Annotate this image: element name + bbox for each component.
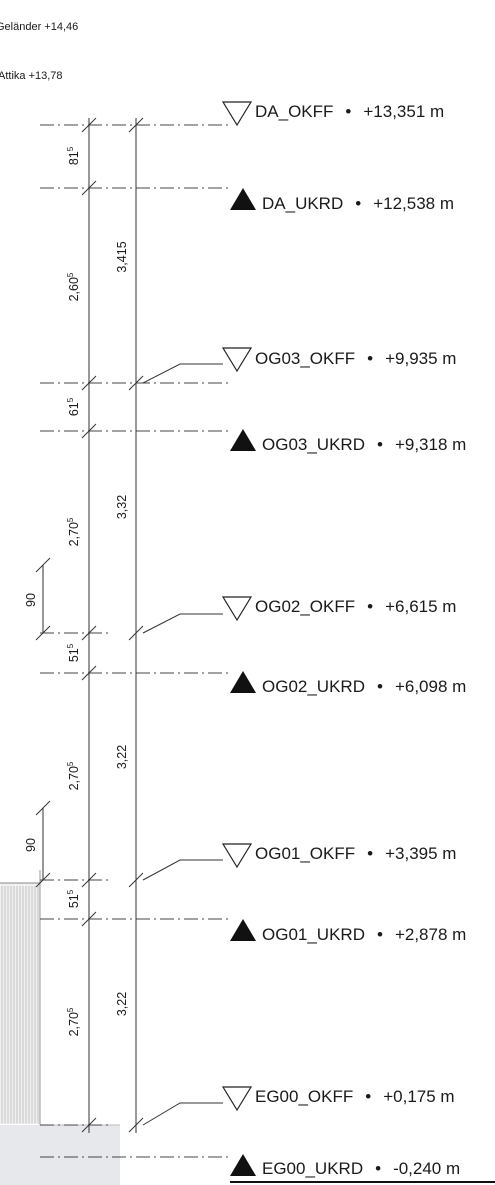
outer-dimension-chain: 3,415 3,32 3,22 3,22 bbox=[115, 117, 144, 1133]
filled-triangle-icon bbox=[230, 429, 256, 451]
dim-inner-8: 2,705 bbox=[66, 1007, 81, 1036]
dim-inner-6: 2,705 bbox=[66, 761, 81, 790]
level-label-og03-okff: OG03_OKFF • +9,935 m bbox=[255, 349, 456, 368]
side-dimensions: 90 90 bbox=[24, 557, 51, 888]
dim-outer-4: 3,22 bbox=[115, 992, 129, 1016]
inner-dimension-chain: 815 2,605 615 2,705 515 2,705 515 2,705 bbox=[66, 117, 97, 1133]
filled-triangle-icon bbox=[230, 919, 256, 941]
dim-outer-1: 3,415 bbox=[115, 241, 129, 272]
level-label-og02-ukrd: OG02_UKRD • +6,098 m bbox=[262, 677, 466, 696]
level-label-og01-okff: OG01_OKFF • +3,395 m bbox=[255, 844, 456, 863]
level-markers bbox=[221, 101, 256, 1176]
open-triangle-icon bbox=[221, 347, 253, 373]
leader-lines bbox=[142, 363, 223, 1126]
level-label-og02-okff: OG02_OKFF • +6,615 m bbox=[255, 597, 456, 616]
level-label-da-okff: DA_OKFF • +13,351 m bbox=[255, 102, 444, 121]
dim-inner-2: 2,605 bbox=[66, 272, 81, 301]
dim-side-1: 90 bbox=[24, 593, 38, 607]
dim-outer-3: 3,22 bbox=[115, 745, 129, 769]
dim-inner-4: 2,705 bbox=[66, 517, 81, 546]
level-label-og03-ukrd: OG03_UKRD • +9,318 m bbox=[262, 435, 466, 454]
attika-label: Attika +13,78 bbox=[0, 70, 63, 82]
level-label-da-ukrd: DA_UKRD • +12,538 m bbox=[262, 194, 454, 213]
level-label-og01-ukrd: OG01_UKRD • +2,878 m bbox=[262, 925, 466, 944]
dim-inner-7: 515 bbox=[66, 889, 81, 908]
dim-inner-5: 515 bbox=[66, 643, 81, 662]
facade-hatch bbox=[0, 870, 120, 1185]
level-lines bbox=[40, 124, 228, 1158]
dim-outer-2: 3,32 bbox=[115, 495, 129, 519]
open-triangle-icon bbox=[221, 596, 253, 622]
filled-triangle-icon bbox=[230, 1154, 256, 1176]
filled-triangle-icon bbox=[230, 671, 256, 693]
open-triangle-icon bbox=[221, 101, 253, 127]
gelaender-label: Geländer +14,46 bbox=[0, 21, 78, 33]
level-labels: DA_OKFF • +13,351 m DA_UKRD • +12,538 m OG03… bbox=[255, 102, 466, 1178]
dim-inner-3: 615 bbox=[66, 397, 81, 416]
level-label-eg00-okff: EG00_OKFF • +0,175 m bbox=[255, 1087, 455, 1106]
open-triangle-icon bbox=[221, 1086, 253, 1112]
dim-side-2: 90 bbox=[24, 838, 38, 852]
dim-inner-1: 815 bbox=[66, 146, 81, 165]
filled-triangle-icon bbox=[230, 188, 256, 210]
level-label-eg00-ukrd: EG00_UKRD • -0,240 m bbox=[262, 1159, 460, 1178]
open-triangle-icon bbox=[221, 843, 253, 869]
